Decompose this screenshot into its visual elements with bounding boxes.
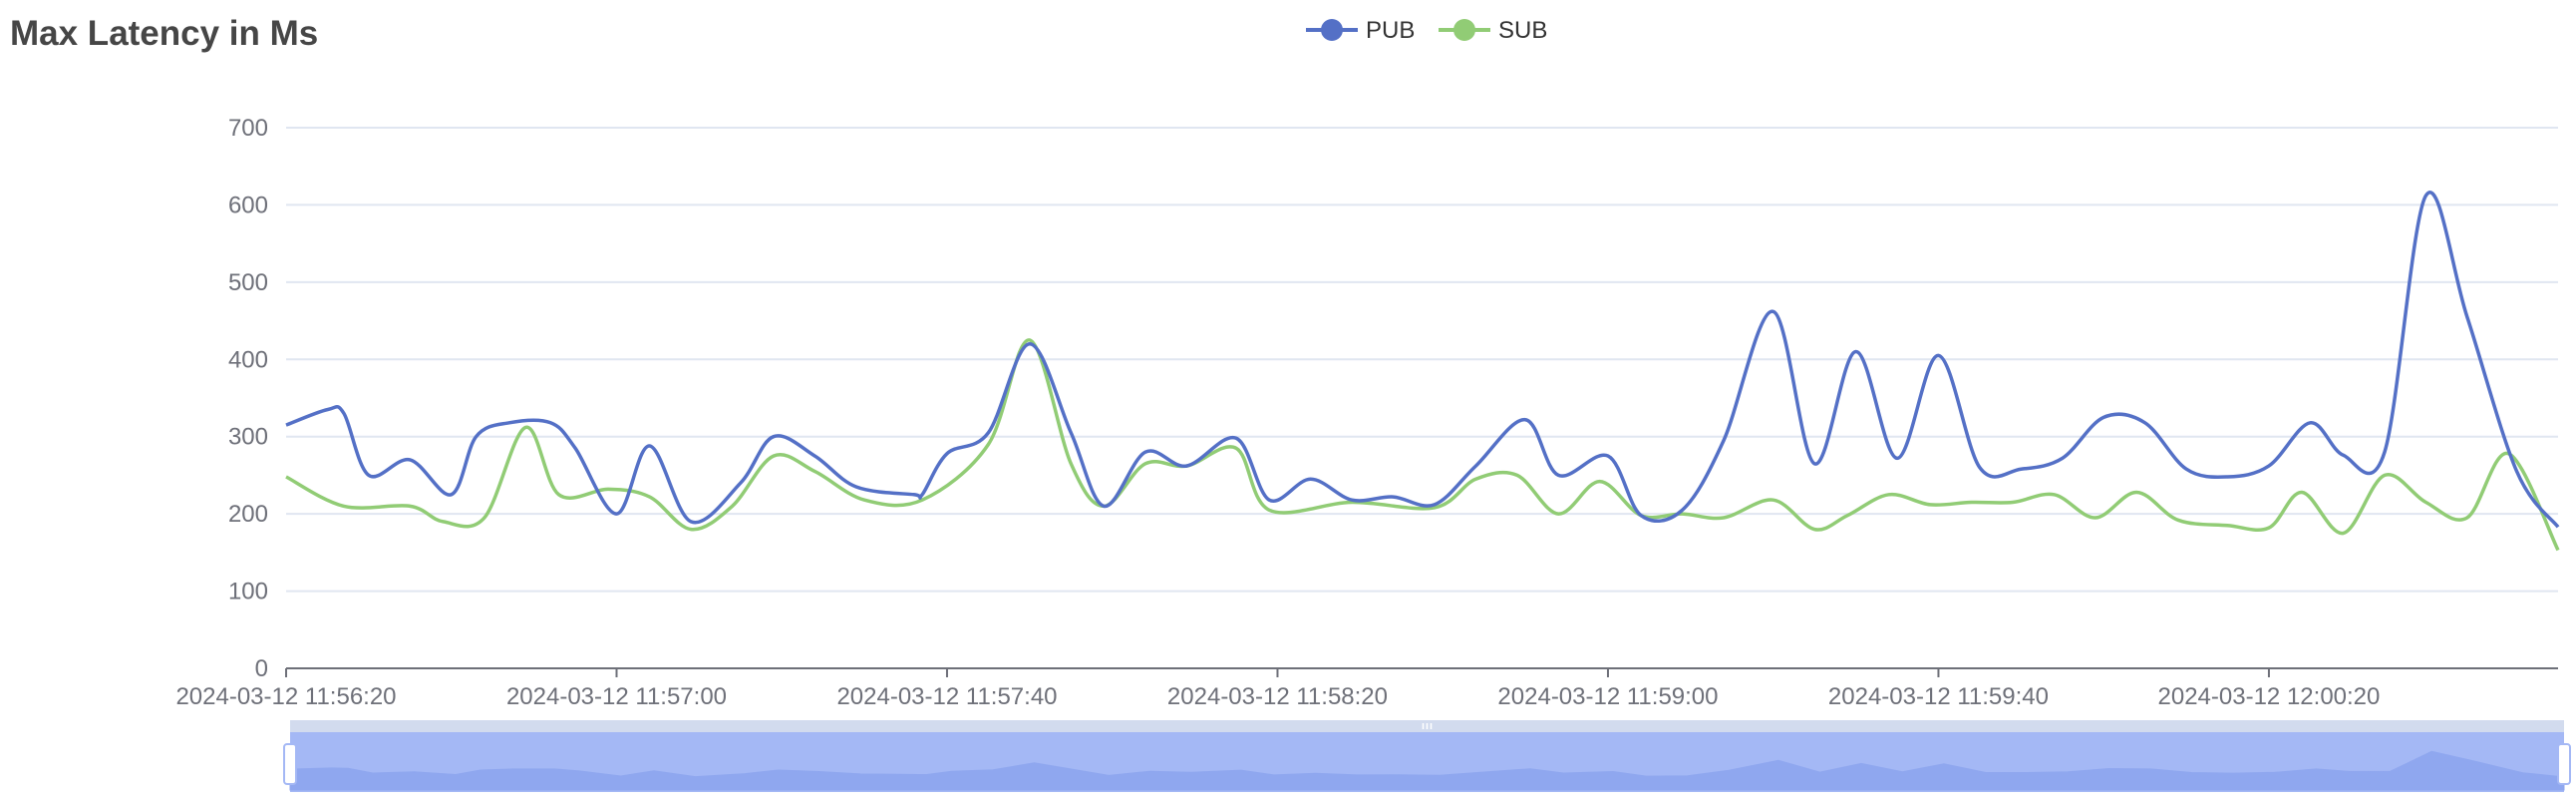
y-tick-label: 0 bbox=[255, 655, 268, 682]
y-tick-label: 200 bbox=[228, 501, 268, 528]
y-tick-label: 300 bbox=[228, 424, 268, 451]
y-tick-label: 500 bbox=[228, 269, 268, 296]
y-tick-label: 400 bbox=[228, 346, 268, 373]
legend: PUB SUB bbox=[1306, 17, 1547, 44]
y-axis: 0 100 200 300 400 500 600 700 bbox=[228, 115, 268, 682]
x-tick-label: 2024-03-12 11:57:40 bbox=[836, 683, 1057, 710]
chart-title: Max Latency in Ms bbox=[10, 14, 319, 53]
legend-marker-icon bbox=[1321, 19, 1343, 41]
data-zoom-slider bbox=[283, 720, 2571, 792]
x-tick-label: 2024-03-12 11:59:00 bbox=[1497, 683, 1718, 710]
legend-marker-icon bbox=[1453, 19, 1475, 41]
y-tick-label: 600 bbox=[228, 192, 268, 218]
slider-move-grip-icon[interactable] bbox=[1422, 723, 1433, 729]
y-tick-label: 100 bbox=[228, 579, 268, 605]
series-line-pub[interactable] bbox=[285, 191, 2560, 529]
grid-lines bbox=[286, 127, 2558, 593]
slider-preview-area bbox=[289, 750, 2565, 791]
legend-item-sub[interactable]: SUB bbox=[1439, 17, 1547, 44]
series-line-sub[interactable] bbox=[285, 338, 2560, 552]
x-axis: 2024-03-12 11:56:20 2024-03-12 11:57:00 20… bbox=[175, 667, 2558, 710]
x-tick-label: 2024-03-12 12:00:20 bbox=[2158, 683, 2381, 710]
legend-item-pub[interactable]: PUB bbox=[1306, 17, 1415, 44]
legend-label: SUB bbox=[1498, 17, 1547, 44]
y-tick-label: 700 bbox=[228, 115, 268, 142]
x-tick-label: 2024-03-12 11:56:20 bbox=[175, 683, 396, 710]
series-lines bbox=[285, 191, 2560, 552]
slider-left-handle[interactable] bbox=[283, 743, 297, 785]
slider-right-handle[interactable] bbox=[2557, 743, 2571, 785]
legend-label: PUB bbox=[1366, 17, 1415, 44]
x-tick-label: 2024-03-12 11:57:00 bbox=[506, 683, 727, 710]
x-tick-label: 2024-03-12 11:59:40 bbox=[1828, 683, 2049, 710]
x-tick-label: 2024-03-12 11:58:20 bbox=[1167, 683, 1388, 710]
